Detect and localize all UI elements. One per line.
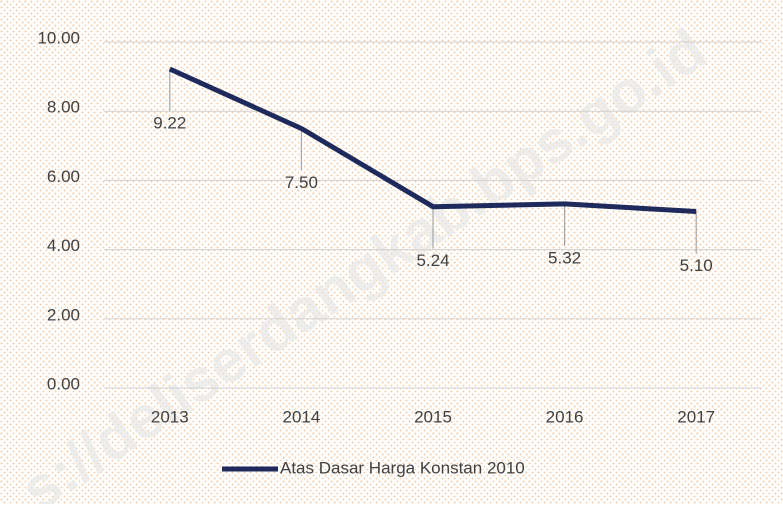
x-tick-label: 2015 — [414, 407, 452, 426]
y-tick-label: 6.00 — [47, 167, 80, 186]
x-tick-label: 2016 — [546, 407, 584, 426]
data-label: 5.24 — [416, 251, 449, 270]
x-tick-label: 2014 — [282, 407, 320, 426]
y-tick-label: 0.00 — [47, 374, 80, 393]
data-label: 9.22 — [153, 113, 186, 132]
x-tick-label: 2017 — [677, 407, 715, 426]
y-tick-label: 4.00 — [47, 236, 80, 255]
x-tick-label: 2013 — [151, 407, 189, 426]
y-tick-label: 10.00 — [37, 28, 80, 47]
y-tick-label: 8.00 — [47, 98, 80, 117]
y-tick-label: 2.00 — [47, 305, 80, 324]
line — [168, 66, 697, 215]
data-label: 7.50 — [285, 173, 318, 192]
data-label: 5.10 — [680, 256, 713, 275]
data-label: 5.32 — [548, 248, 581, 267]
legend-label: Atas Dasar Harga Konstan 2010 — [280, 458, 525, 477]
